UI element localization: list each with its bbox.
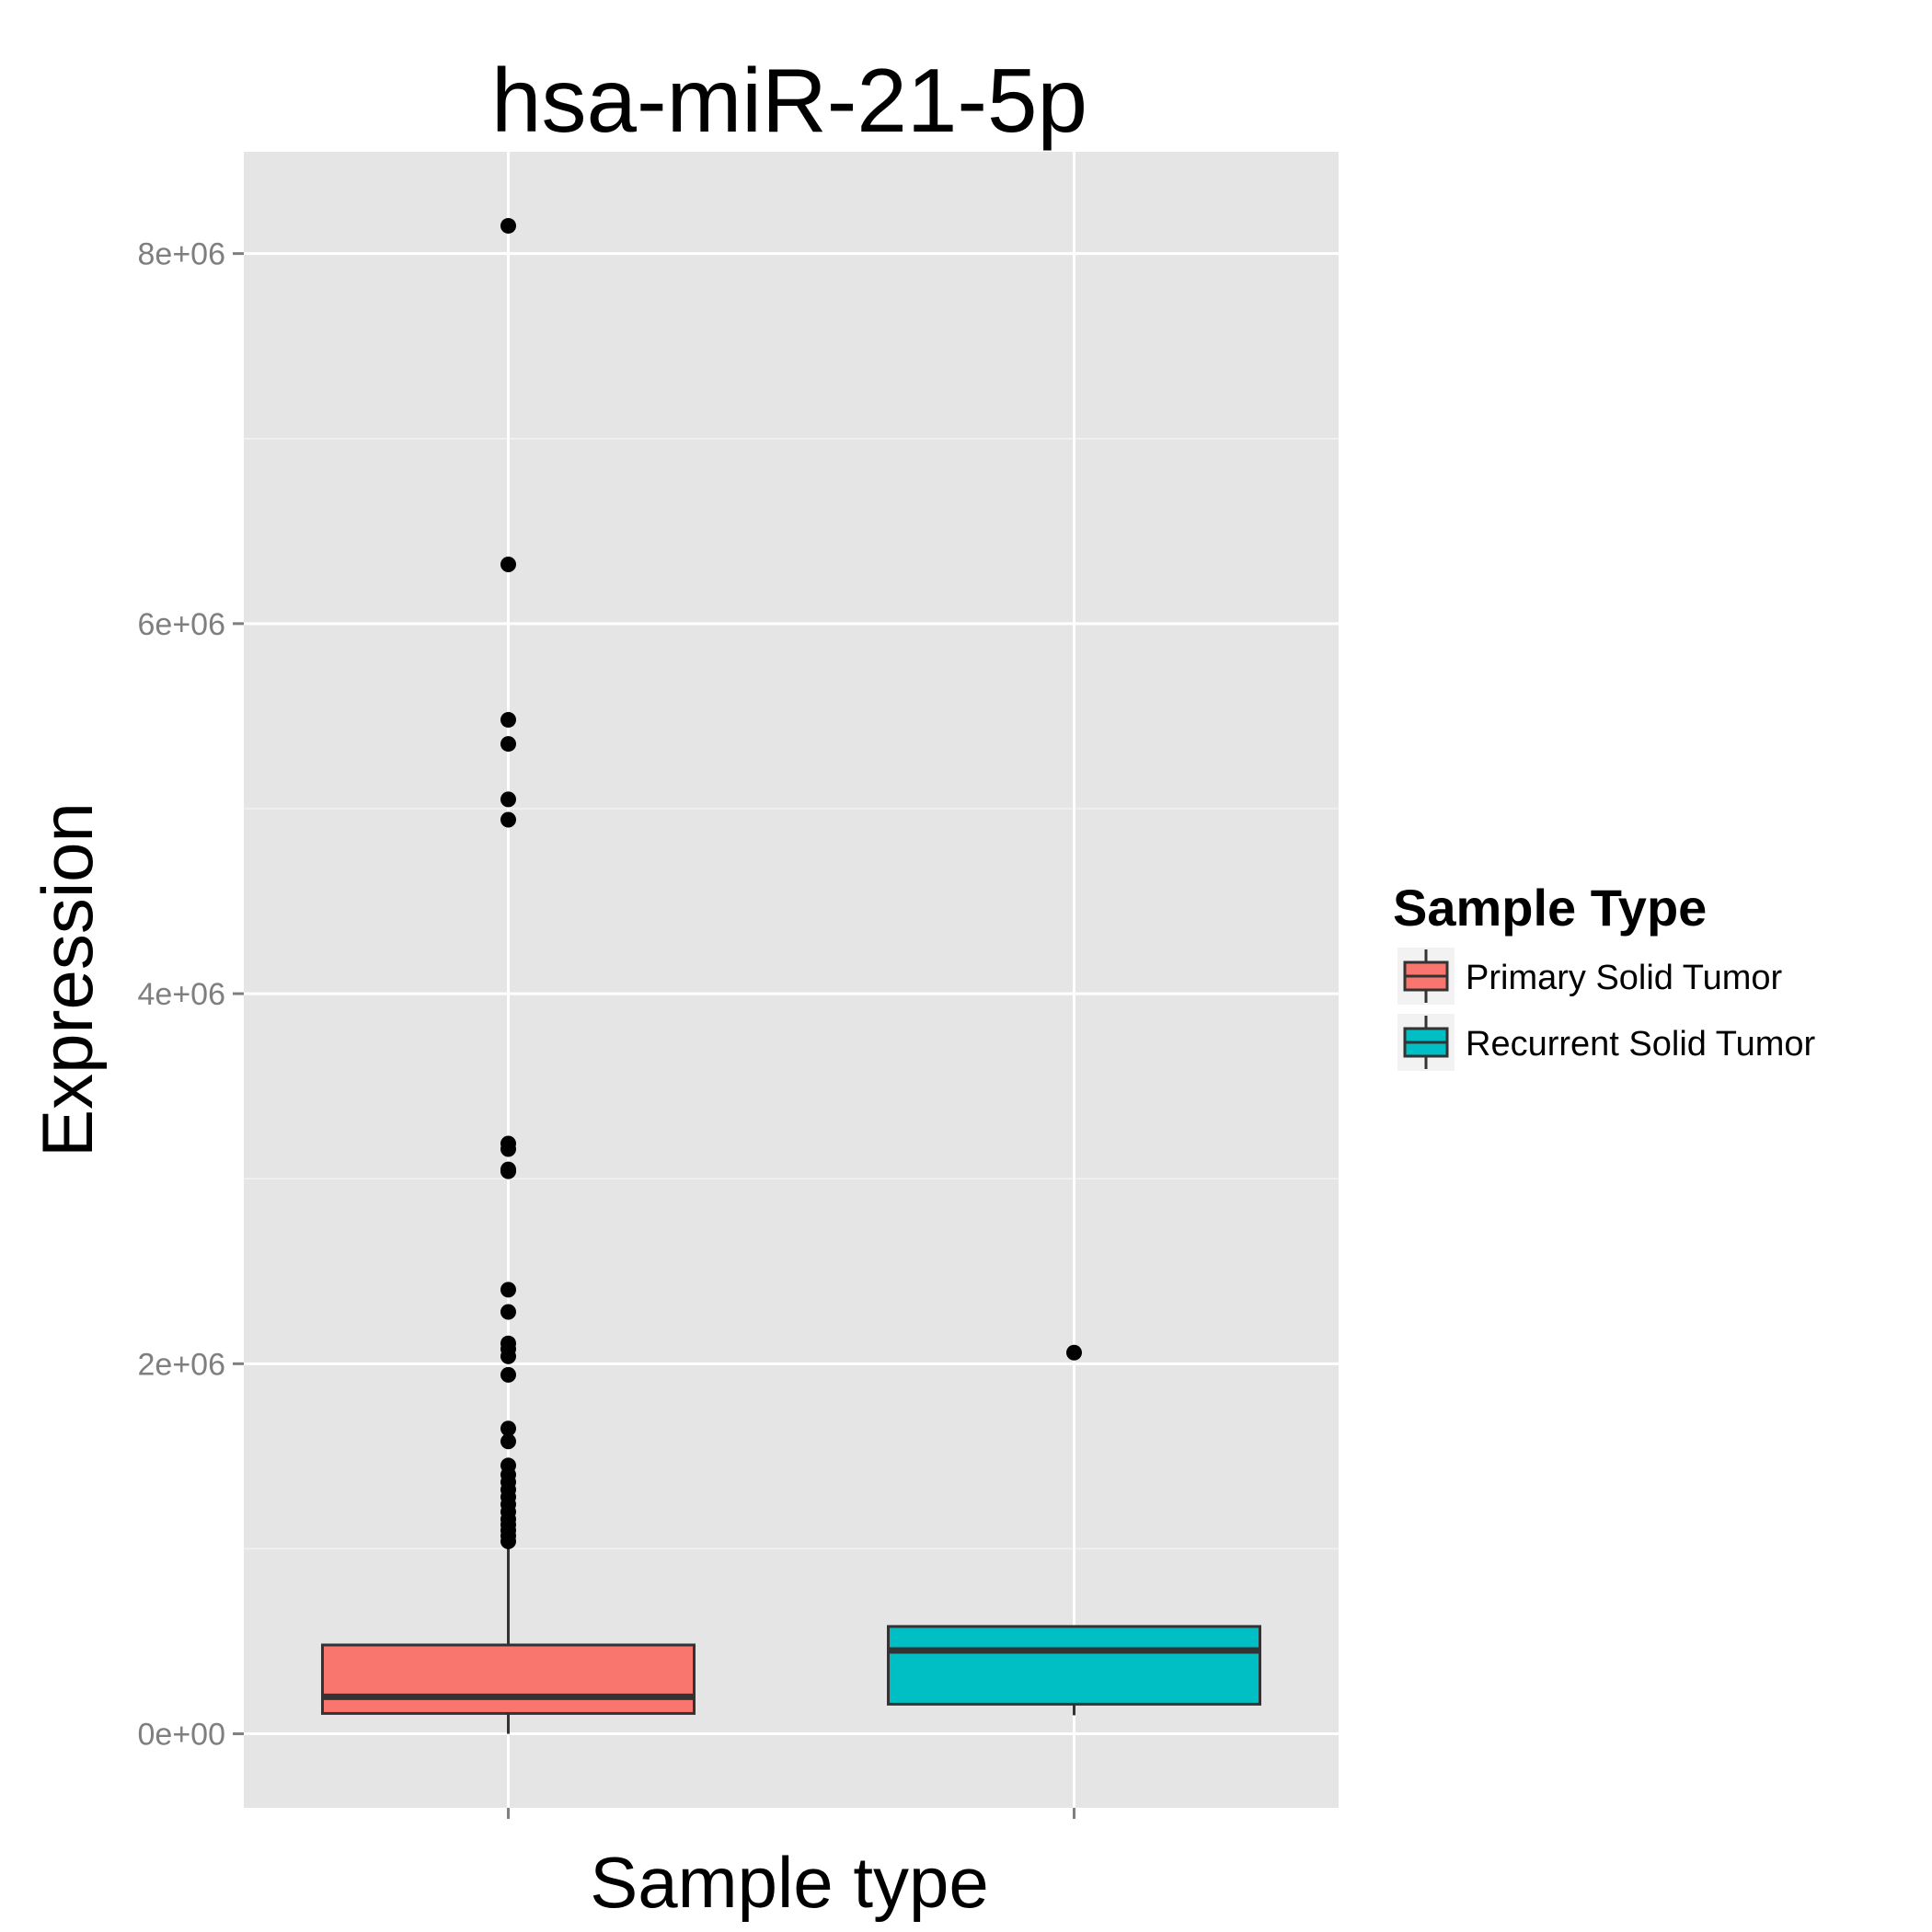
axes: 0e+00 2e+06 4e+06 6e+06 8e+06: [138, 237, 1075, 1819]
box: [887, 1625, 1261, 1706]
outlier-point: [500, 1366, 516, 1383]
legend-title: Sample Type: [1393, 879, 1707, 937]
y-axis-title: Expression: [27, 802, 108, 1157]
plot-panel: [244, 152, 1339, 1808]
legend: Sample Type Primary Solid Tumor Recurrent…: [1393, 879, 1815, 1071]
outlier-point: [500, 1163, 516, 1179]
outlier-point: [500, 811, 516, 828]
boxes: [321, 1539, 1261, 1734]
outlier-point: [500, 711, 516, 728]
outlier-point: [500, 1282, 516, 1298]
outlier-point: [500, 736, 516, 753]
outliers: [500, 217, 1082, 1549]
x-axis-title: Sample type: [590, 1842, 989, 1923]
legend-entries: Primary Solid Tumor Recurrent Solid Tumor: [1397, 948, 1815, 1071]
outlier-point: [500, 1348, 516, 1364]
legend-label: Primary Solid Tumor: [1466, 959, 1783, 997]
outlier-point: [500, 791, 516, 808]
legend-label: Recurrent Solid Tumor: [1466, 1025, 1815, 1064]
outlier-point: [500, 1420, 516, 1437]
y-tick-label: 6e+06: [138, 607, 226, 642]
box: [321, 1643, 696, 1715]
outlier-point: [500, 1304, 516, 1320]
y-tick-label: 2e+06: [138, 1347, 226, 1382]
outlier-point: [500, 556, 516, 572]
y-tick-label: 4e+06: [138, 977, 226, 1012]
outlier-point: [500, 217, 516, 234]
outlier-point: [500, 1433, 516, 1450]
y-tick-label: 8e+06: [138, 237, 226, 272]
outlier-point: [500, 1533, 516, 1549]
outlier-point: [500, 1141, 516, 1157]
outlier-point: [1066, 1344, 1082, 1361]
y-tick-label: 0e+00: [138, 1718, 226, 1753]
chart-title: hsa-miR-21-5p: [491, 50, 1087, 151]
